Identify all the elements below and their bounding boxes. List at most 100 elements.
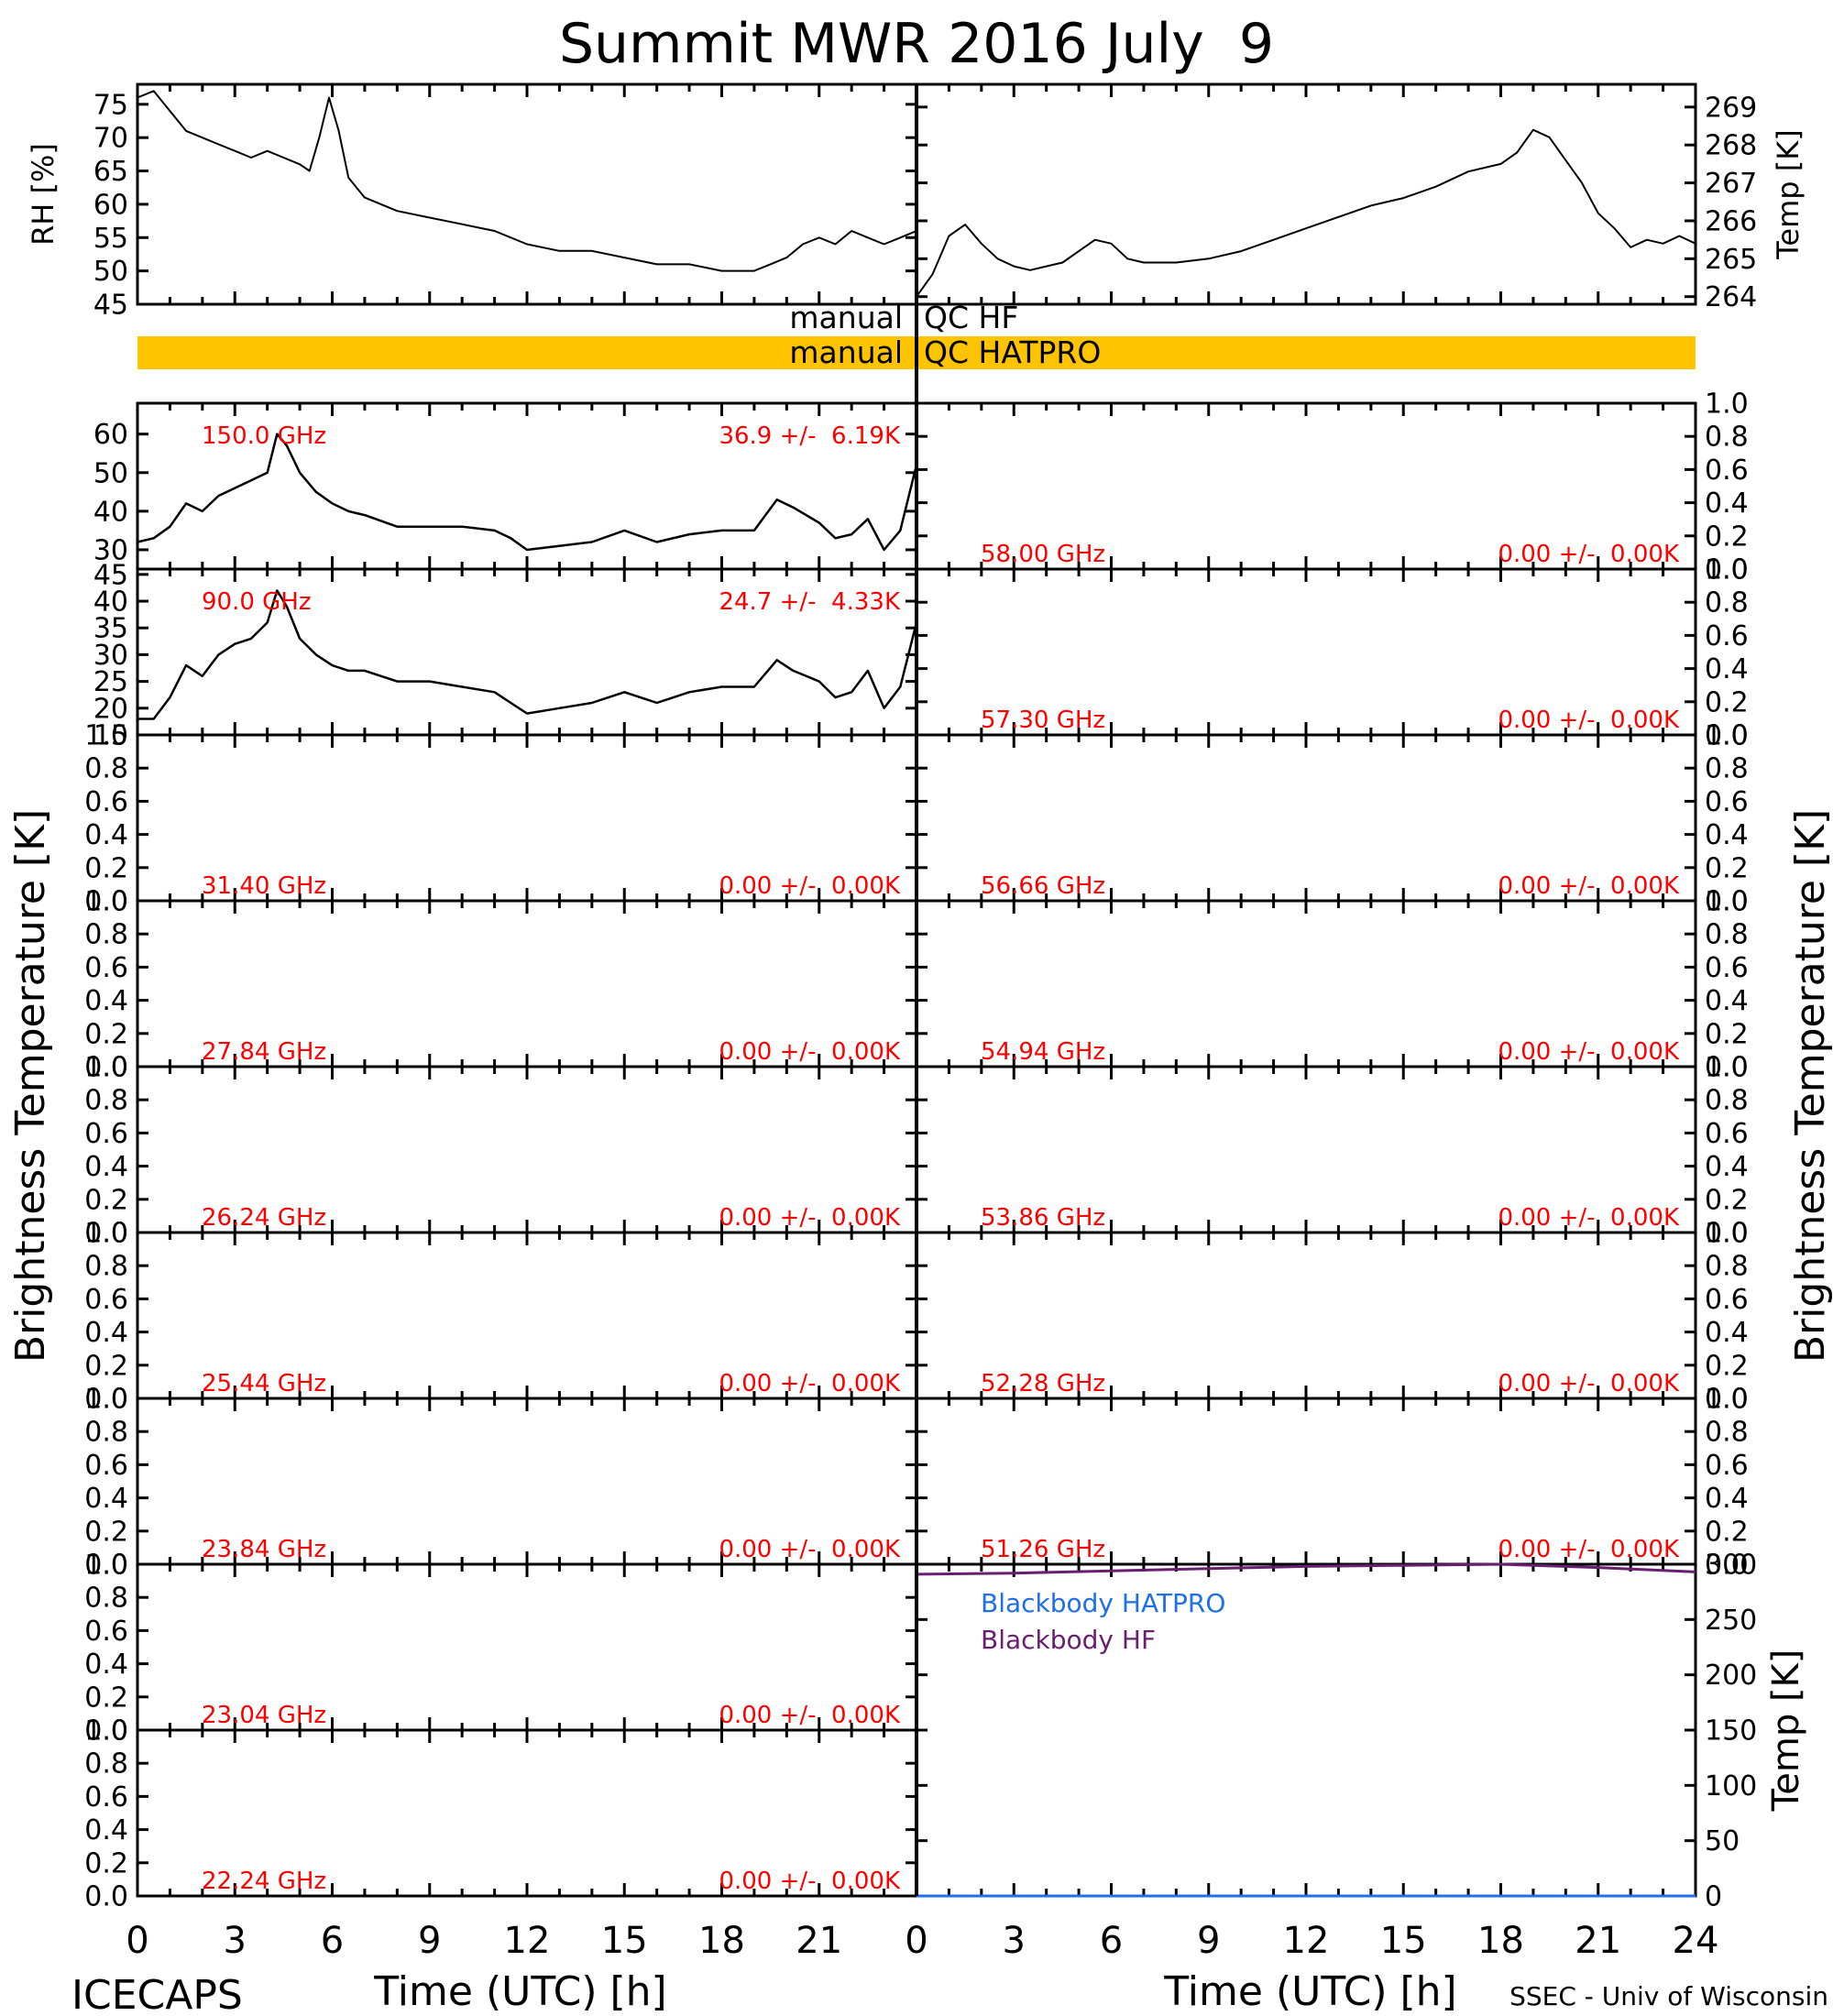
bt-53.86-y-tick-label: 0.6: [1705, 1118, 1749, 1150]
bt-52.28-y-tick-label: 1.0: [1705, 1218, 1749, 1250]
temp-y-tick-label: 265: [1705, 244, 1757, 276]
bt-90-y-tick-label: 15: [93, 720, 128, 752]
bt-27.84-channel-label: 27.84 GHz: [202, 1038, 326, 1066]
bt-56.66-y-tick-label: 0.4: [1705, 819, 1749, 851]
left-x-tick-label: 12: [504, 1920, 551, 1962]
bt-58.00-channel-label: 58.00 GHz: [981, 541, 1105, 568]
bt-58.00-y-tick-label: 0.4: [1705, 488, 1749, 520]
blackbody-panel: 0 50 100 150 200 250 300 Blackbody HATPRO Blackb…: [915, 1550, 1807, 1913]
rh-y-tick-label: 45: [93, 290, 128, 322]
bt-58.00-panel: 0.00.20.40.60.81.058.00 GHz 0.00 +/- 0.00…: [915, 389, 1749, 586]
rh-axis-label: RH [%]: [26, 143, 60, 246]
blackbody-y-tick-label: 150: [1705, 1715, 1757, 1748]
bt-54.94-stats-label: 0.00 +/- 0.00K: [1498, 1038, 1680, 1066]
bt-26.24-y-tick-label: 0.8: [84, 1085, 128, 1117]
bt-25.44-y-tick-label: 0.4: [84, 1317, 128, 1349]
left-x-tick-label: 0: [126, 1920, 148, 1962]
rh-y-tick-label: 60: [93, 189, 128, 221]
blackbody-y-tick-label: 50: [1705, 1825, 1740, 1857]
bt-31.40-panel: 0.00.20.40.60.81.031.40 GHz 0.00 +/- 0.00…: [84, 720, 918, 918]
rh-y-tick-label: 55: [93, 223, 128, 255]
bt-23.84-stats-label: 0.00 +/- 0.00K: [719, 1536, 901, 1563]
bt-90-y-tick-label: 20: [93, 693, 128, 725]
bt-57.30-panel: 0.00.20.40.60.81.057.30 GHz 0.00 +/- 0.00…: [915, 554, 1749, 752]
bt-53.86-channel-label: 53.86 GHz: [981, 1204, 1105, 1232]
qc-hatpro-left-label: manual: [789, 334, 903, 370]
bt-23.84-channel-label: 23.84 GHz: [202, 1536, 326, 1563]
bt-31.40-channel-label: 31.40 GHz: [202, 872, 326, 900]
bt-27.84-y-tick-label: 0.8: [84, 919, 128, 951]
bt-150-channel-label: 150.0 GHz: [202, 422, 326, 450]
bt-51.26-stats-label: 0.00 +/- 0.00K: [1498, 1536, 1680, 1563]
bt-54.94-y-tick-label: 0.0: [1705, 1052, 1749, 1084]
bt-53.86-y-tick-label: 0.8: [1705, 1085, 1749, 1117]
temp-y-tick-label: 268: [1705, 130, 1757, 162]
bt-58.00-y-tick-label: 0.0: [1705, 554, 1749, 586]
bt-52.28-y-tick-label: 0.2: [1705, 1350, 1749, 1382]
bt-57.30-stats-label: 0.00 +/- 0.00K: [1498, 707, 1680, 734]
bt-53.86-y-tick-label: 0.2: [1705, 1184, 1749, 1216]
bt-58.00-y-tick-label: 0.2: [1705, 520, 1749, 553]
bt-25.44-y-tick-label: 0.2: [84, 1350, 128, 1382]
footer-left-label: ICECAPS: [71, 1972, 243, 2016]
bt-23.84-y-tick-label: 0.4: [84, 1483, 128, 1515]
temp-y-tick-label: 264: [1705, 281, 1757, 313]
blackbody-y-tick-label: 300: [1705, 1550, 1757, 1582]
rh-series-line: [137, 90, 917, 272]
bt-25.44-y-tick-label: 0.0: [84, 1384, 128, 1416]
bt-56.66-y-tick-label: 0.0: [1705, 886, 1749, 918]
qc-hatpro-right-label: QC HATPRO: [924, 334, 1101, 370]
bt-31.40-y-tick-label: 0.0: [84, 886, 128, 918]
blackbody-y-tick-label: 200: [1705, 1660, 1757, 1692]
bt-26.24-y-tick-label: 0.0: [84, 1218, 128, 1250]
bt-90-y-tick-label: 45: [93, 559, 128, 591]
bt-22.24-y-tick-label: 0.4: [84, 1814, 128, 1846]
bt-25.44-y-tick-label: 1.0: [84, 1218, 128, 1250]
bt-51.26-y-tick-label: 1.0: [1705, 1384, 1749, 1416]
bt-54.94-y-tick-label: 0.8: [1705, 919, 1749, 951]
bt-23.84-y-tick-label: 0.2: [84, 1516, 128, 1548]
bt-52.28-y-tick-label: 0.0: [1705, 1384, 1749, 1416]
bt-22.24-y-tick-label: 0.6: [84, 1781, 128, 1813]
blackbody-y-tick-label: 0: [1705, 1881, 1722, 1913]
rh-y-tick-label: 75: [93, 89, 128, 121]
left-brightness-temperature-label: Brightness Temperature [K]: [7, 809, 54, 1363]
bt-53.86-y-tick-label: 0.4: [1705, 1151, 1749, 1183]
temp-panel: 264 265 266 267 268 269 Temp [K]: [915, 82, 1806, 313]
bt-22.24-y-tick-label: 1.0: [84, 1715, 128, 1748]
bt-51.26-y-tick-label: 0.0: [1705, 1550, 1749, 1582]
bt-27.84-y-tick-label: 1.0: [84, 886, 128, 918]
right-x-tick-label: 12: [1283, 1920, 1330, 1962]
bt-26.24-y-tick-label: 0.4: [84, 1151, 128, 1183]
bt-56.66-panel: 0.00.20.40.60.81.056.66 GHz 0.00 +/- 0.00…: [915, 720, 1749, 918]
bt-56.66-y-tick-label: 0.6: [1705, 786, 1749, 818]
blackbody-series-1-line: [916, 1562, 1696, 1576]
bt-150-y-tick-label: 50: [93, 457, 128, 489]
rh-y-tick-label: 70: [93, 123, 128, 155]
bt-57.30-y-tick-label: 0.8: [1705, 587, 1749, 619]
bt-58.00-stats-label: 0.00 +/- 0.00K: [1498, 541, 1680, 568]
bt-52.28-stats-label: 0.00 +/- 0.00K: [1498, 1370, 1680, 1397]
bt-25.44-y-tick-label: 0.6: [84, 1284, 128, 1316]
bt-54.94-panel: 0.00.20.40.60.81.054.94 GHz 0.00 +/- 0.00…: [915, 886, 1749, 1084]
bt-58.00-y-tick-label: 0.6: [1705, 455, 1749, 487]
bt-53.86-y-tick-label: 0.0: [1705, 1218, 1749, 1250]
bt-52.28-channel-label: 52.28 GHz: [981, 1370, 1105, 1397]
left-x-axis-label: Time (UTC) [h]: [373, 1968, 666, 2015]
temp-y-tick-label: 269: [1705, 92, 1757, 124]
bt-54.94-y-tick-label: 0.6: [1705, 952, 1749, 984]
left-x-tick-label: 9: [418, 1920, 441, 1962]
bt-150-y-tick-label: 60: [93, 419, 128, 451]
bt-23.04-y-tick-label: 0.8: [84, 1583, 128, 1615]
bt-90-series-line: [137, 589, 918, 720]
bt-56.66-stats-label: 0.00 +/- 0.00K: [1498, 872, 1680, 900]
bt-27.84-panel: 0.00.20.40.60.81.027.84 GHz 0.00 +/- 0.00…: [84, 886, 918, 1084]
bt-54.94-y-tick-label: 0.2: [1705, 1018, 1749, 1050]
bt-31.40-y-tick-label: 0.2: [84, 852, 128, 884]
bt-54.94-channel-label: 54.94 GHz: [981, 1038, 1105, 1066]
bt-27.84-y-tick-label: 0.2: [84, 1018, 128, 1050]
bt-27.84-y-tick-label: 0.4: [84, 985, 128, 1017]
bt-23.04-y-tick-label: 0.4: [84, 1649, 128, 1681]
bt-22.24-panel: 0.00.20.40.60.81.022.24 GHz 0.00 +/- 0.00…: [84, 1715, 918, 1913]
